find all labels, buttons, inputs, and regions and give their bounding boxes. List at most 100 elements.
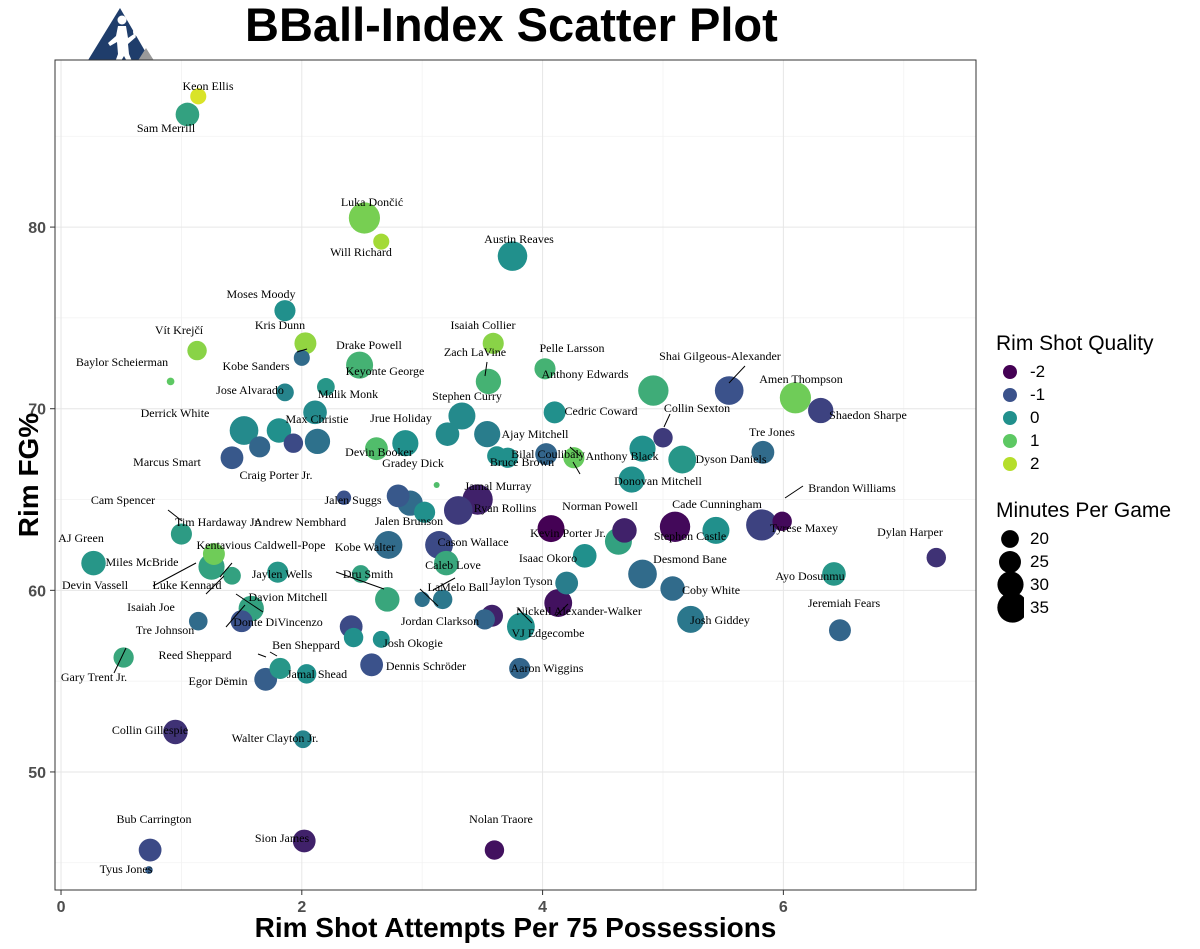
point-label: Jrue Holiday bbox=[370, 411, 432, 425]
data-point bbox=[433, 481, 440, 488]
point-label: Max Christie bbox=[286, 412, 349, 426]
data-point bbox=[317, 378, 335, 396]
point-label: Keyonte George bbox=[346, 364, 425, 378]
data-point bbox=[392, 430, 419, 457]
data-point bbox=[348, 202, 381, 234]
data-point bbox=[629, 435, 656, 462]
point-label: Tyrese Maxey bbox=[770, 521, 838, 535]
data-point bbox=[926, 547, 946, 568]
data-point bbox=[474, 421, 501, 448]
point-label: Pelle Larsson bbox=[540, 341, 605, 355]
color-legend-label: 0 bbox=[1030, 407, 1040, 427]
point-label: Jamal Shead bbox=[287, 667, 347, 681]
point-label: Egor Dëmin bbox=[189, 674, 248, 688]
chart-title: BBall-Index Scatter Plot bbox=[245, 0, 778, 51]
point-label: LaMelo Ball bbox=[428, 580, 490, 594]
point-label: Cason Wallace bbox=[437, 535, 508, 549]
point-label: Kentavious Caldwell-Pope bbox=[197, 538, 326, 552]
data-point bbox=[163, 719, 188, 745]
data-point bbox=[435, 422, 460, 446]
x-tick-label: 2 bbox=[297, 899, 306, 916]
color-legend-label: -2 bbox=[1030, 361, 1046, 381]
label-leader-line bbox=[419, 588, 439, 607]
data-point bbox=[145, 866, 153, 874]
data-point bbox=[808, 397, 834, 424]
point-label: Shai Gilgeous-Alexander bbox=[659, 349, 781, 363]
data-point bbox=[372, 630, 390, 648]
point-label: Dylan Harper bbox=[877, 525, 943, 539]
point-label: Kevin Porter Jr. bbox=[530, 526, 606, 540]
size-legend-label: 20 bbox=[1030, 528, 1049, 548]
data-point bbox=[274, 300, 296, 322]
data-point bbox=[266, 418, 292, 443]
point-label: Tre Jones bbox=[749, 425, 795, 439]
data-point bbox=[220, 446, 244, 470]
point-label: Cedric Coward bbox=[565, 404, 638, 418]
label-leader-line bbox=[235, 593, 264, 613]
point-label: Dyson Daniels bbox=[696, 452, 767, 466]
data-point bbox=[555, 571, 579, 595]
point-label: Drake Powell bbox=[336, 338, 402, 352]
point-label: Andrew Nembhard bbox=[254, 515, 346, 529]
point-label: Walter Clayton Jr. bbox=[232, 731, 319, 745]
data-point bbox=[432, 589, 453, 610]
data-point bbox=[537, 515, 565, 543]
color-legend-swatch bbox=[996, 433, 1024, 449]
data-point bbox=[638, 375, 669, 406]
point-label: Gradey Dick bbox=[382, 456, 444, 470]
point-label: Devin Booker bbox=[345, 445, 413, 459]
size-legend-label: 25 bbox=[1030, 551, 1049, 571]
data-point bbox=[822, 562, 846, 586]
data-point bbox=[509, 657, 531, 679]
data-point bbox=[346, 351, 374, 379]
x-axis-title: Rim Shot Attempts Per 75 Possessions bbox=[255, 912, 777, 943]
point-label: Brandon Williams bbox=[808, 481, 896, 495]
label-leader-line bbox=[663, 413, 671, 428]
data-point bbox=[828, 619, 851, 642]
data-point bbox=[482, 332, 504, 354]
data-point bbox=[677, 605, 705, 633]
label-leader-line bbox=[555, 603, 569, 617]
data-point bbox=[534, 358, 556, 380]
label-leader-line bbox=[784, 485, 804, 499]
data-point bbox=[374, 531, 403, 559]
point-label: Vít Krejčí bbox=[155, 323, 204, 337]
point-label: Jose Alvarado bbox=[216, 383, 284, 397]
point-label: Derrick White bbox=[141, 406, 210, 420]
size-legend-swatch bbox=[996, 591, 1024, 624]
point-label: Reed Sheppard bbox=[159, 648, 232, 662]
point-label: Malik Monk bbox=[318, 387, 378, 401]
point-label: Ben Sheppard bbox=[272, 638, 340, 652]
color-legend-swatch bbox=[996, 456, 1024, 472]
point-label: Davion Mitchell bbox=[249, 590, 329, 604]
color-legend-item: 0 bbox=[996, 406, 1196, 429]
point-label: Norman Powell bbox=[562, 499, 638, 513]
data-point bbox=[269, 657, 291, 679]
data-point bbox=[138, 838, 162, 862]
label-leader-line bbox=[432, 577, 456, 591]
label-leader-line bbox=[335, 571, 385, 590]
point-label: Sam Merrill bbox=[137, 121, 196, 135]
data-point bbox=[497, 241, 528, 271]
data-point bbox=[448, 402, 476, 430]
point-label: Bub Carrington bbox=[117, 812, 192, 826]
point-label: Craig Porter Jr. bbox=[240, 468, 313, 482]
x-tick-label: 6 bbox=[779, 899, 788, 916]
point-label: Desmond Bane bbox=[653, 552, 727, 566]
color-legend-label: 2 bbox=[1030, 453, 1040, 473]
size-legend-item: 35 bbox=[996, 592, 1196, 623]
data-point bbox=[249, 436, 271, 458]
x-tick-label: 0 bbox=[57, 899, 66, 916]
point-label: Jeremiah Fears bbox=[808, 596, 881, 610]
data-point bbox=[714, 376, 744, 405]
point-label: Josh Okogie bbox=[383, 636, 443, 650]
point-label: Donovan Mitchell bbox=[614, 474, 702, 488]
point-label: Shaedon Sharpe bbox=[829, 408, 907, 422]
point-label: Ryan Rollins bbox=[474, 501, 537, 515]
point-label: Dru Smith bbox=[343, 567, 393, 581]
data-point bbox=[187, 340, 207, 361]
label-leader-line bbox=[484, 361, 488, 377]
data-point bbox=[659, 511, 691, 542]
point-label: AJ Green bbox=[58, 531, 104, 545]
